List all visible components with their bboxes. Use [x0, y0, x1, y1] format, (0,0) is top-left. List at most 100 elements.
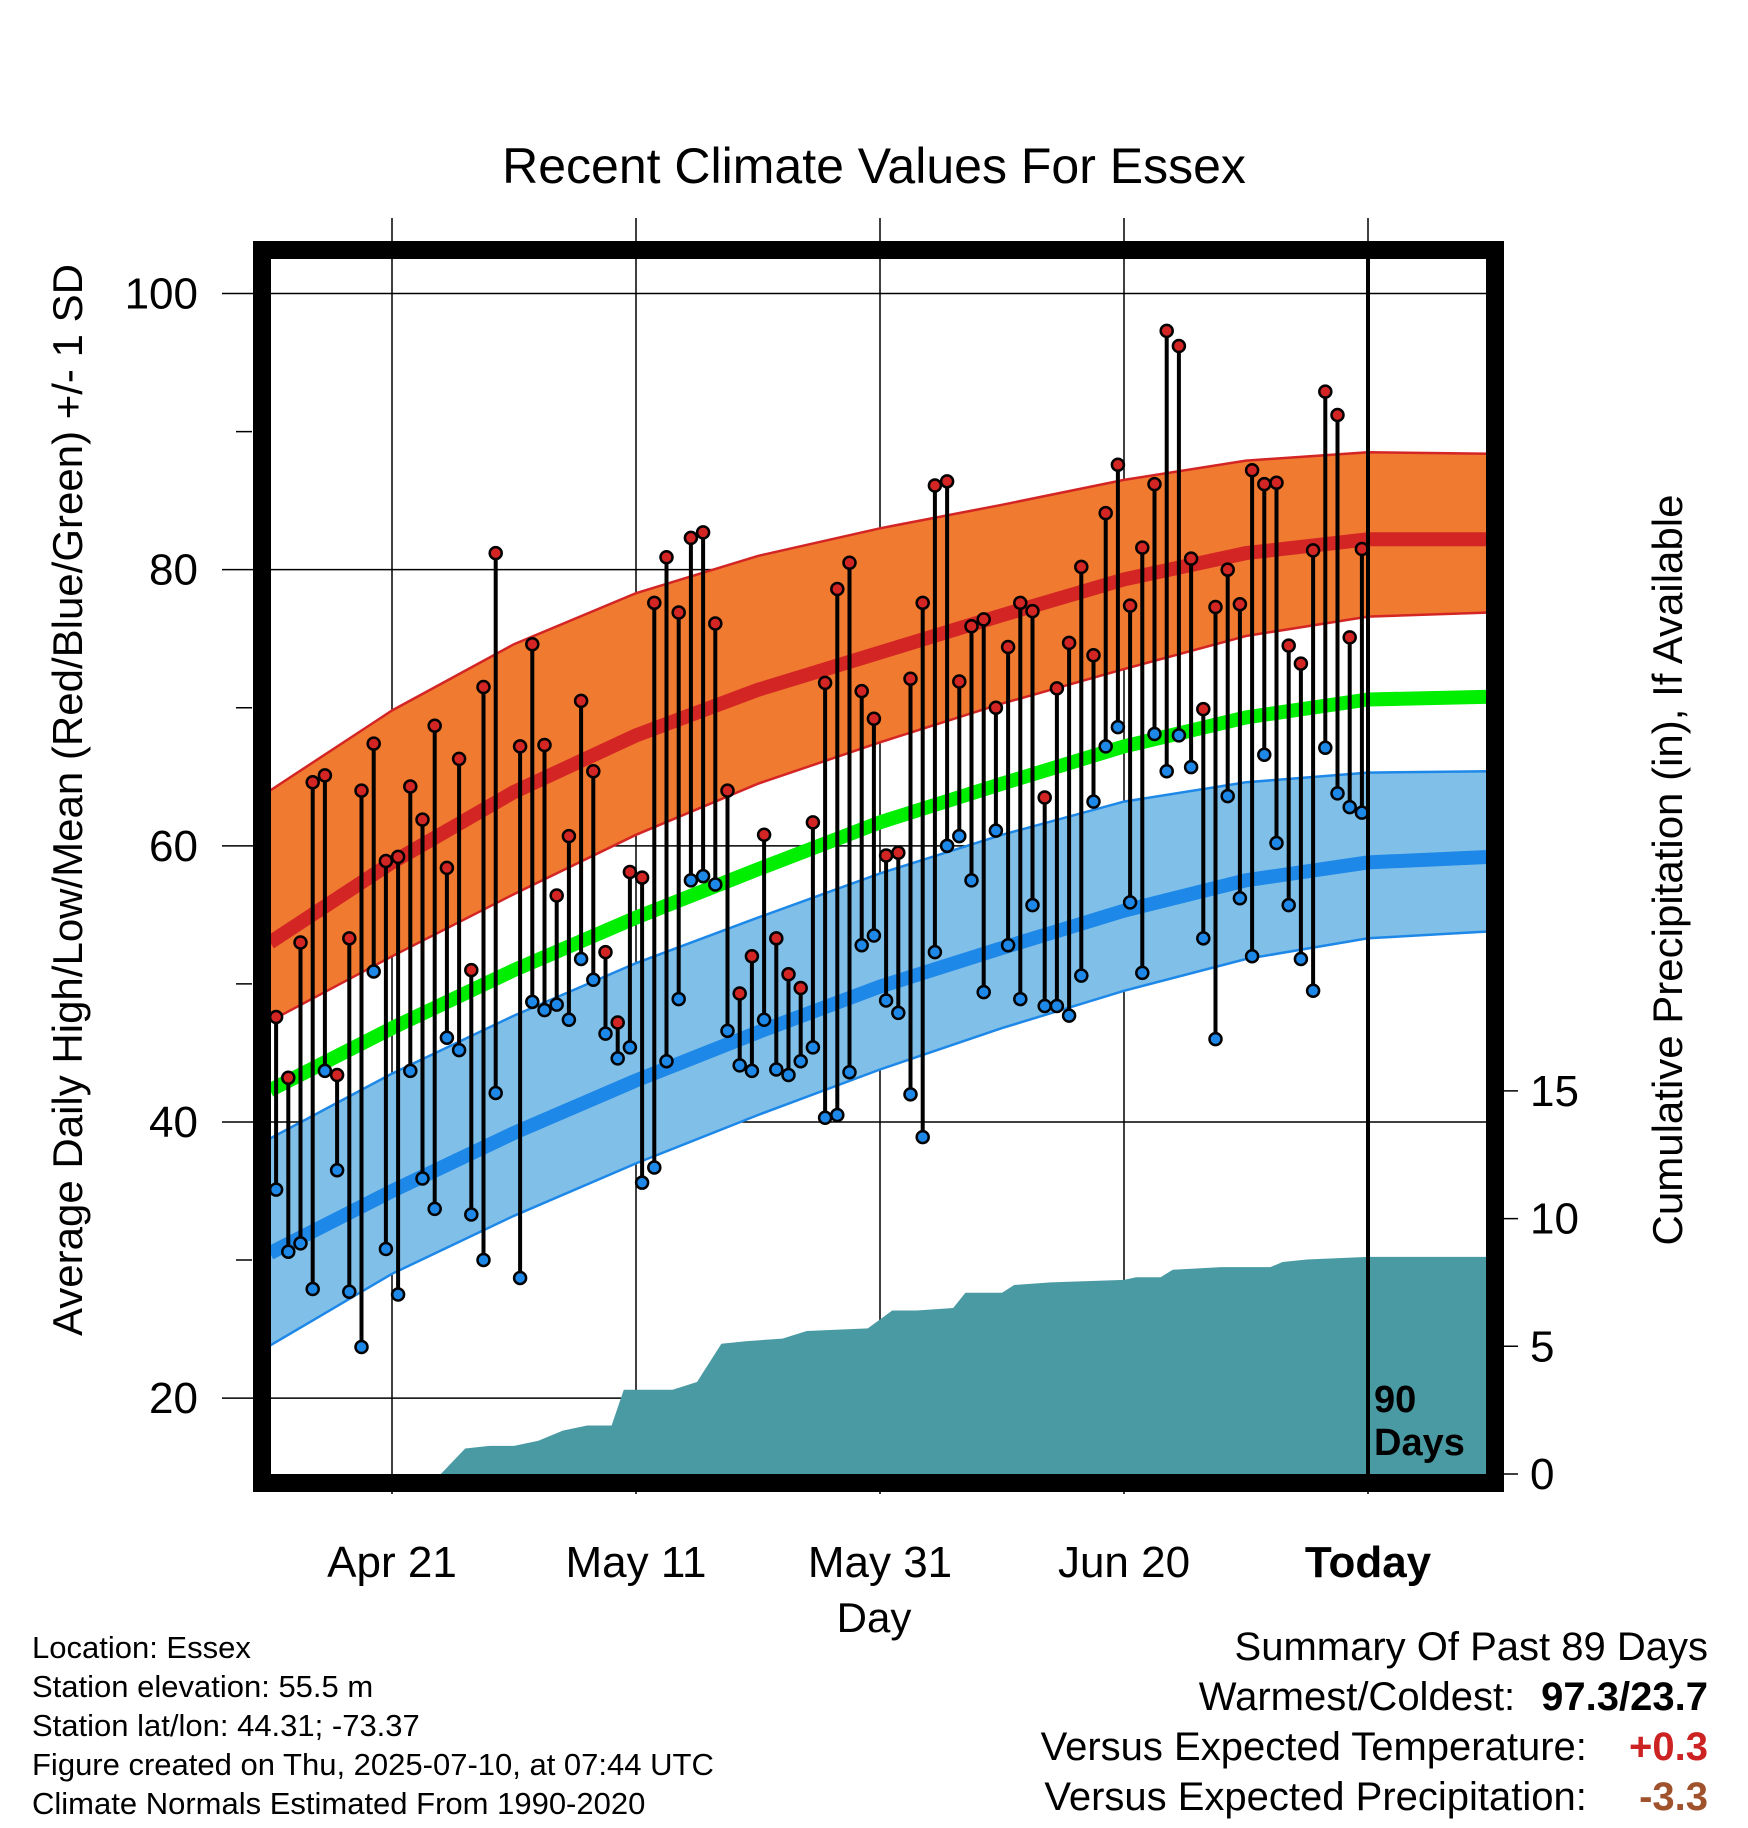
daily-high-point — [708, 616, 723, 631]
daily-low-point — [793, 1053, 808, 1069]
daily-high-point — [939, 474, 955, 489]
daily-low-point — [1110, 719, 1126, 735]
daily-low-point — [366, 964, 381, 979]
daily-low-point — [769, 1062, 784, 1077]
high-sd-band — [270, 452, 1490, 1022]
daily-low-point — [512, 1270, 528, 1286]
daily-high-point — [354, 783, 369, 798]
daily-high-point — [403, 779, 418, 794]
daily-low-point — [854, 937, 869, 953]
daily-high-point — [891, 845, 906, 860]
daily-high-point — [1318, 384, 1333, 399]
daily-low-point — [817, 1110, 833, 1126]
y-tick-label: 60 — [149, 822, 198, 871]
daily-low-point — [354, 1339, 369, 1355]
daily-low-point — [927, 944, 943, 960]
daily-low-point — [1293, 951, 1309, 967]
daily-high-point — [720, 783, 735, 798]
daily-low-point — [293, 1236, 308, 1251]
daily-high-point — [1208, 599, 1223, 615]
daily-low-point — [1244, 949, 1260, 964]
daily-high-point — [866, 711, 882, 727]
station-info: Location: Essex Station elevation: 55.5 … — [32, 1628, 714, 1823]
daily-high-point — [781, 966, 796, 982]
daily-low-point — [671, 991, 686, 1007]
plot-frame — [253, 241, 1504, 1492]
precip-anomaly-row: Versus Expected Precipitation: -3.3 — [1041, 1772, 1708, 1822]
normal-mean-line — [270, 689, 1490, 1097]
daily-high-point — [561, 828, 577, 844]
daily-high-point — [586, 764, 601, 779]
daily-low-point — [1220, 788, 1235, 804]
daily-high-point — [915, 595, 930, 611]
low-sd-upper-line — [270, 770, 1490, 1140]
daily-low-point — [732, 1058, 747, 1073]
daily-low-point — [476, 1252, 491, 1268]
daily-high-point — [1244, 463, 1260, 478]
daily-high-point — [1110, 457, 1126, 473]
daily-low-point — [720, 1023, 735, 1039]
warmest-coldest-row: Warmest/Coldest: 97.3/23.7 — [1041, 1672, 1708, 1722]
daily-low-point — [1318, 740, 1333, 756]
normal-high-line — [270, 532, 1490, 949]
y-axis-left: 20 40 60 80 100 — [125, 270, 252, 1423]
summary-heading: Summary Of Past 89 Days — [1234, 1625, 1708, 1669]
daily-low-point — [805, 1040, 821, 1055]
daily-low-point — [1000, 937, 1016, 953]
daily-high-point — [1159, 323, 1174, 339]
daily-low-point — [1037, 998, 1052, 1014]
daily-high-point — [1183, 551, 1199, 566]
daily-high-point — [415, 812, 430, 827]
warmest-value: 97.3/23.7 — [1541, 1675, 1708, 1719]
daily-low-point — [317, 1063, 333, 1079]
daily-low-point — [1049, 998, 1065, 1014]
normals-text: Climate Normals Estimated From 1990-2020 — [32, 1786, 646, 1821]
daily-low-point — [1061, 1008, 1077, 1023]
daily-low-point — [744, 1063, 760, 1079]
daily-low-point — [1086, 794, 1101, 809]
daily-low-point — [1281, 897, 1296, 913]
temp-value: +0.3 — [1629, 1725, 1708, 1769]
daily-high-point — [1196, 701, 1211, 717]
daily-high-point — [903, 671, 918, 687]
daily-high-point — [1135, 540, 1150, 555]
y-tick-label: 40 — [149, 1098, 198, 1147]
y2-axis-label: Cumulative Precipitation (in), If Availa… — [1644, 495, 1691, 1246]
x-axis: Apr 21 May 11 May 31 Jun 20 Today — [327, 1538, 1432, 1587]
daily-low-point — [561, 1012, 577, 1028]
daily-high-point — [756, 827, 772, 843]
daily-high-point — [927, 478, 943, 493]
daily-low-point — [1135, 965, 1150, 981]
daily-high-point — [744, 949, 760, 964]
daily-high-point — [830, 581, 845, 597]
daily-high-point — [1257, 476, 1272, 492]
daily-low-point — [683, 873, 699, 888]
daily-high-point — [293, 935, 308, 950]
daily-high-point — [842, 555, 857, 571]
warmest-label: Warmest/Coldest: — [1198, 1675, 1516, 1719]
daily-low-point — [952, 828, 967, 844]
daily-high-point — [1305, 543, 1321, 558]
x-tick-label: May 31 — [808, 1538, 952, 1587]
daily-high-point — [769, 931, 784, 946]
daily-low-point — [781, 1067, 796, 1083]
daily-low-point — [1074, 968, 1089, 983]
daily-low-point — [659, 1053, 674, 1069]
created-text: Figure created on Thu, 2025-07-10, at 07… — [32, 1747, 714, 1782]
daily-low-point — [451, 1042, 467, 1058]
daily-low-point — [403, 1063, 418, 1079]
temp-anomaly-row: Versus Expected Temperature: +0.3 — [1041, 1722, 1708, 1772]
location-text: Location: Essex — [32, 1630, 251, 1665]
daily-high-point — [378, 853, 394, 869]
y-axis-label: Average Daily High/Low/Mean (Red/Blue/Gr… — [44, 264, 91, 1336]
precip-area — [270, 1256, 1490, 1474]
x-tick-label: May 11 — [565, 1538, 706, 1587]
daily-high-point — [1098, 505, 1113, 521]
daily-low-point — [1098, 739, 1113, 754]
daily-low-point — [329, 1163, 345, 1178]
daily-low-point — [695, 868, 711, 884]
y-axis-right: 0 5 10 15 — [1495, 1067, 1579, 1499]
daily-high-point — [817, 675, 833, 691]
daily-high-point — [1074, 559, 1089, 575]
